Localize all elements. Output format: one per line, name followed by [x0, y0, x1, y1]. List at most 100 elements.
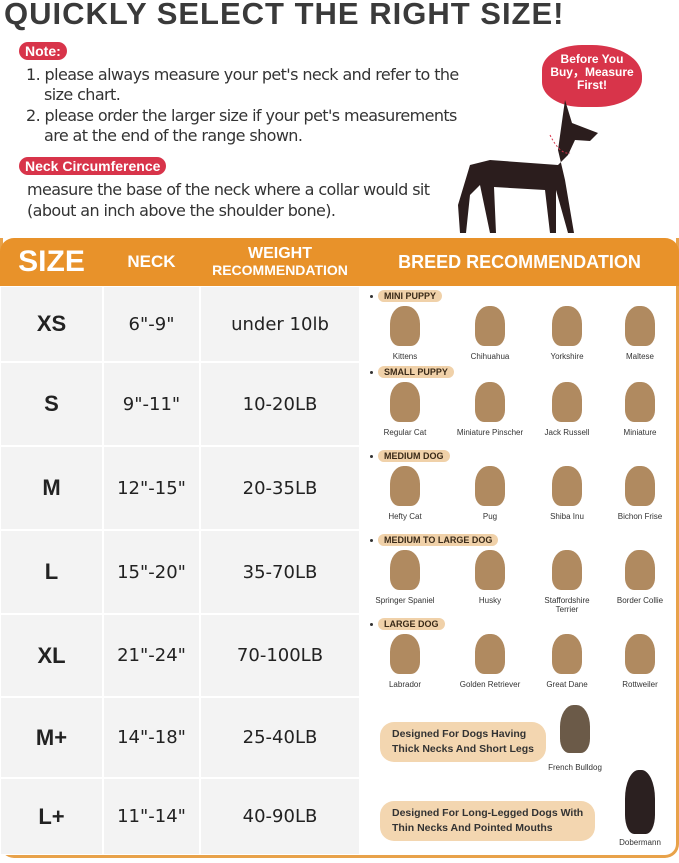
animal-photo	[470, 634, 510, 674]
neck-circumference-label: Neck Circumference	[19, 157, 167, 175]
breed-label: Golden Retriever	[459, 680, 521, 689]
breed-label: Springer Spaniel	[375, 596, 435, 605]
size-cell: L	[0, 530, 103, 614]
animal-photo	[547, 550, 587, 590]
size-cell: S	[0, 362, 103, 446]
breed-label: Bichon Frise	[617, 512, 663, 521]
design-line: Designed For Long-Legged Dogs With	[392, 806, 584, 819]
bullet	[370, 295, 373, 298]
design-line: Thin Necks And Pointed Mouths	[392, 821, 553, 834]
design-note: Designed For Dogs Having Thick Necks And …	[380, 721, 546, 762]
weight-cell: 70-100LB	[200, 614, 360, 697]
animal-photo	[620, 634, 660, 674]
neck-cell: 6"-9"	[103, 286, 200, 362]
table-row: L+ 11"-14" 40-90LB	[0, 778, 679, 855]
neck-cell: 9"-11"	[103, 362, 200, 446]
weight-cell: 10-20LB	[200, 362, 360, 446]
breed-label: Regular Cat	[383, 428, 427, 437]
animal-photo	[385, 306, 425, 346]
note-line: size chart.	[44, 85, 121, 104]
note-line: are at the end of the range shown.	[44, 126, 303, 145]
animal-photo	[385, 466, 425, 506]
page-title: QUICKLY SELECT THE RIGHT SIZE!	[4, 0, 565, 31]
breed-label: Border Collie	[616, 596, 664, 605]
animal-photo	[385, 634, 425, 674]
breed-label: Shiba Inu	[550, 512, 584, 521]
design-line: Designed For Dogs Having	[392, 727, 527, 740]
category-badge: SMALL PUPPY	[378, 366, 454, 378]
breed-label: Miniature	[623, 428, 657, 437]
dog-silhouette-icon	[458, 100, 598, 233]
animal-photo	[620, 306, 660, 346]
breed-label: Yorkshire	[550, 352, 584, 361]
table-row: XL 21"-24" 70-100LB	[0, 614, 679, 697]
table-row: XS 6"-9" under 10lb	[0, 286, 679, 362]
breed-label: Chihuahua	[470, 352, 510, 361]
category-badge: LARGE DOG	[378, 618, 445, 630]
animal-photo	[470, 382, 510, 422]
neck-line: measure the base of the neck where a col…	[27, 180, 430, 199]
animal-photo	[547, 306, 587, 346]
bullet	[370, 623, 373, 626]
animal-photo	[547, 466, 587, 506]
breed-label: Pug	[482, 512, 498, 521]
size-cell: XS	[0, 286, 103, 362]
neck-cell: 21"-24"	[103, 614, 200, 697]
weight-cell: 40-90LB	[200, 778, 360, 855]
note-line: 2. please order the larger size if your …	[26, 106, 457, 125]
weight-cell: 20-35LB	[200, 446, 360, 530]
breed-label: Miniature Pinscher	[456, 428, 524, 437]
breed-label: Staffordshire Terrier	[544, 596, 590, 614]
animal-photo	[470, 306, 510, 346]
breed-label: Maltese	[625, 352, 655, 361]
size-cell: M+	[0, 697, 103, 778]
size-cell: XL	[0, 614, 103, 697]
bubble-line: Before You	[560, 52, 624, 66]
table-header: SIZE NECK WEIGHT RECOMMENDATION BREED RE…	[0, 238, 679, 286]
breed-label: Labrador	[388, 680, 422, 689]
bubble-line: Buy，Measure	[550, 65, 634, 79]
breed-label: Kittens	[392, 352, 418, 361]
category-badge: MINI PUPPY	[378, 290, 443, 302]
header-size: SIZE	[18, 245, 85, 278]
neck-cell: 15"-20"	[103, 530, 200, 614]
weight-cell: 35-70LB	[200, 530, 360, 614]
category-badge: MEDIUM TO LARGE DOG	[378, 534, 499, 546]
neck-cell: 11"-14"	[103, 778, 200, 855]
weight-cell: under 10lb	[200, 286, 360, 362]
animal-photo	[547, 634, 587, 674]
animal-photo	[547, 382, 587, 422]
animal-photo	[620, 550, 660, 590]
animal-photo	[470, 466, 510, 506]
table-row: S 9"-11" 10-20LB	[0, 362, 679, 446]
table-row: L 15"-20" 35-70LB	[0, 530, 679, 614]
bullet	[370, 371, 373, 374]
animal-photo	[385, 550, 425, 590]
size-cell: M	[0, 446, 103, 530]
header-breed: BREED RECOMMENDATION	[398, 252, 641, 272]
table-row: M+ 14"-18" 25-40LB	[0, 697, 679, 778]
animal-photo	[385, 382, 425, 422]
header-weight-line: WEIGHT	[248, 245, 312, 262]
design-line: Thick Necks And Short Legs	[392, 742, 534, 755]
note-label: Note:	[19, 42, 67, 60]
neck-cell: 12"-15"	[103, 446, 200, 530]
design-note: Designed For Long-Legged Dogs With Thin N…	[380, 800, 596, 841]
header-neck: NECK	[127, 252, 176, 271]
breed-label: Dobermann	[619, 838, 661, 847]
bubble-line: First!	[577, 78, 607, 92]
header-weight: WEIGHT RECOMMENDATION	[200, 238, 360, 286]
note-line: 1. please always measure your pet's neck…	[26, 65, 459, 84]
animal-photo	[620, 382, 660, 422]
weight-cell: 25-40LB	[200, 697, 360, 778]
animal-photo	[470, 550, 510, 590]
breed-label: Rottweiler	[622, 680, 658, 689]
category-badge: MEDIUM DOG	[378, 450, 450, 462]
breed-label: Great Dane	[546, 680, 588, 689]
neck-line: (about an inch above the shoulder bone).	[27, 201, 336, 220]
neck-cell: 14"-18"	[103, 697, 200, 778]
header-weight-line: RECOMMENDATION	[212, 262, 348, 278]
breed-label: Hefty Cat	[388, 512, 422, 521]
speech-bubble: Before You Buy，Measure First!	[542, 45, 642, 107]
size-cell: L+	[0, 778, 103, 855]
